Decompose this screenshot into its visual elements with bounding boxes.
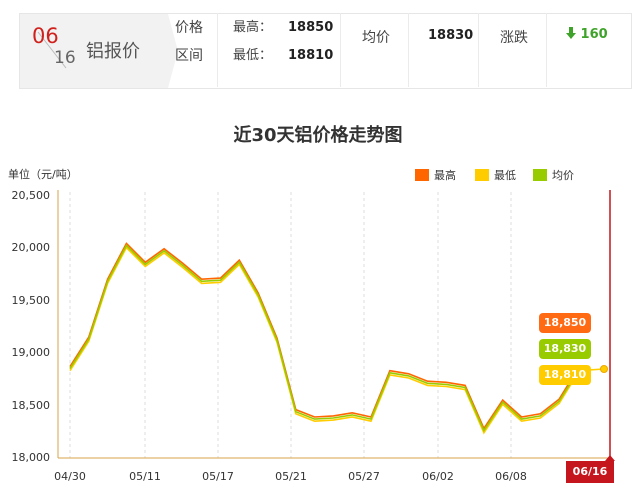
legend-item-avg[interactable]: 均价 xyxy=(533,167,574,183)
y-tick-label: 20,000 xyxy=(11,241,51,254)
x-tick-label: 06/02 xyxy=(422,470,454,483)
price-header: 06 16 铝报价 xyxy=(19,13,632,89)
legend-label-high: 最高 xyxy=(434,169,456,182)
current-point xyxy=(600,365,608,373)
legend-swatch-low xyxy=(475,169,489,181)
divider xyxy=(478,13,479,87)
metal-title: 铝报价 xyxy=(86,41,140,62)
high-value: 18850 xyxy=(288,20,334,35)
legend-label-low: 最低 xyxy=(494,169,516,182)
avg-label: 均价 xyxy=(362,30,390,46)
y-tick-label: 18,000 xyxy=(11,451,51,464)
x-tick-label: 05/21 xyxy=(275,470,307,483)
date-month: 06 xyxy=(32,24,59,48)
price-range-label: 价格 区间 xyxy=(175,14,215,70)
avg-value: 18830 xyxy=(428,28,474,43)
price-range-label-line1: 价格 xyxy=(175,20,203,36)
end-tag-low: 18,810 xyxy=(539,365,591,385)
unit-label: 单位（元/吨） xyxy=(8,168,78,181)
date-divider-slash xyxy=(37,31,67,69)
y-tick-label: 19,000 xyxy=(11,346,51,359)
series-line-1 xyxy=(69,246,579,435)
divider xyxy=(217,13,218,87)
change-value: 160 xyxy=(580,27,608,42)
end-tag-avg: 18,830 xyxy=(539,339,591,359)
divider xyxy=(340,13,341,87)
high-low-block: 最高： 18850 最低： 18810 xyxy=(233,14,333,70)
chart-series xyxy=(69,242,608,435)
change-value-wrap: 160 xyxy=(566,27,608,42)
series-line-2 xyxy=(69,244,579,433)
series-line-0 xyxy=(69,242,579,431)
divider xyxy=(546,13,547,87)
change-label: 涨跌 xyxy=(500,30,528,46)
down-arrow-icon xyxy=(566,27,576,39)
chart-grid xyxy=(69,192,512,458)
x-tick-label: 05/27 xyxy=(348,470,380,483)
legend-label-avg: 均价 xyxy=(552,169,574,182)
chart-title: 近30天铝价格走势图 xyxy=(233,125,403,146)
divider xyxy=(408,13,409,87)
y-tick-label: 20,500 xyxy=(11,189,51,202)
low-label: 最低： xyxy=(233,48,273,63)
legend-swatch-high xyxy=(415,169,429,181)
legend-item-low[interactable]: 最低 xyxy=(475,167,516,183)
y-tick-label: 18,500 xyxy=(11,399,51,412)
x-tick-label: 04/30 xyxy=(54,470,86,483)
date-badge: 06 16 铝报价 xyxy=(20,14,178,88)
x-tick-label: 05/11 xyxy=(129,470,161,483)
price-range-label-line2: 区间 xyxy=(175,48,203,64)
legend-item-high[interactable]: 最高 xyxy=(415,167,456,183)
x-tick-label: 05/17 xyxy=(202,470,234,483)
current-date-flag: 06/16 xyxy=(566,455,615,483)
y-tick-label: 19,500 xyxy=(11,294,51,307)
x-tick-label: 06/08 xyxy=(495,470,527,483)
low-value: 18810 xyxy=(288,48,334,63)
end-tag-high: 18,850 xyxy=(539,313,591,333)
high-label: 最高： xyxy=(233,20,273,35)
date-day: 16 xyxy=(54,48,76,68)
legend-swatch-avg xyxy=(533,169,547,181)
